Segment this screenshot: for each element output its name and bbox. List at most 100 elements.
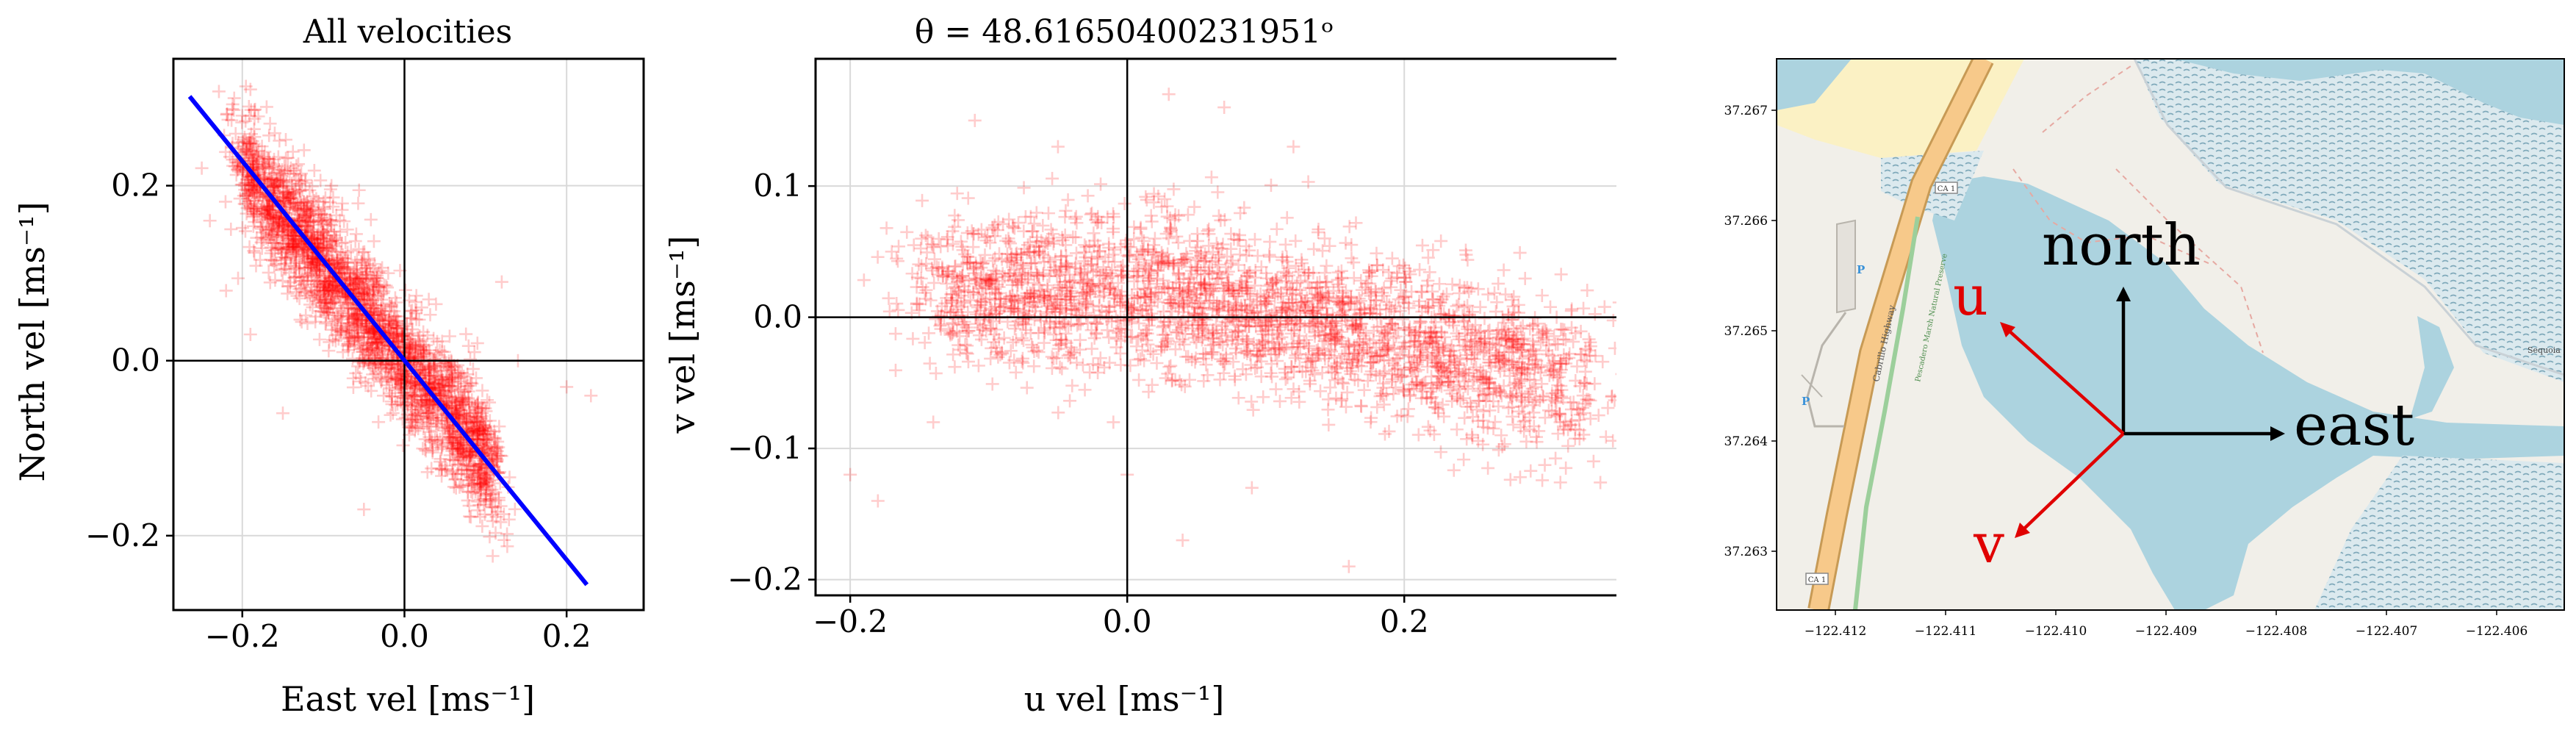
data-point — [304, 260, 318, 274]
data-point — [307, 229, 321, 243]
data-point — [342, 266, 356, 280]
data-point — [494, 275, 508, 289]
data-point — [308, 231, 322, 245]
data-point — [249, 157, 263, 171]
data-point — [351, 317, 365, 331]
data-point — [475, 519, 489, 533]
data-point — [248, 103, 262, 117]
data-point — [289, 173, 303, 187]
data-point — [270, 177, 284, 191]
data-point — [489, 455, 503, 469]
data-point — [325, 318, 339, 332]
data-point — [486, 451, 500, 465]
data-point — [446, 464, 460, 478]
data-point — [341, 245, 355, 259]
data-point — [476, 475, 490, 489]
data-point — [418, 432, 432, 446]
data-point — [389, 327, 403, 341]
data-point — [450, 427, 464, 441]
data-point — [292, 157, 306, 171]
data-point — [478, 466, 492, 480]
data-point — [1078, 383, 1092, 397]
data-point — [288, 237, 302, 251]
data-point — [323, 196, 337, 209]
y-axis-label: North vel [ms⁻¹] — [12, 201, 52, 481]
data-point — [374, 287, 388, 301]
data-point — [277, 194, 291, 208]
data-point — [266, 212, 280, 226]
data-point — [405, 419, 419, 433]
data-point — [391, 372, 405, 386]
data-point — [403, 379, 417, 393]
data-point — [236, 165, 250, 179]
data-point — [482, 438, 496, 452]
data-point — [444, 431, 458, 445]
data-point — [1083, 365, 1097, 379]
data-point — [1370, 246, 1384, 260]
data-point — [471, 503, 485, 517]
data-point — [292, 184, 306, 198]
data-point — [374, 308, 388, 322]
data-point — [289, 254, 303, 268]
data-point — [287, 270, 301, 284]
data-point — [247, 155, 261, 169]
data-point — [420, 329, 434, 343]
data-point — [436, 389, 450, 403]
data-point — [370, 330, 384, 344]
data-point — [282, 266, 296, 280]
data-point — [368, 345, 382, 359]
data-point — [286, 145, 300, 159]
data-point — [270, 165, 284, 179]
data-point — [409, 303, 423, 317]
data-point — [1046, 171, 1059, 185]
data-point — [443, 448, 457, 462]
data-point — [960, 345, 974, 359]
data-point — [406, 323, 420, 337]
data-point — [406, 375, 420, 389]
data-point — [1321, 403, 1335, 417]
data-point — [433, 365, 447, 379]
data-point — [276, 218, 289, 232]
data-point — [1478, 312, 1492, 326]
data-point — [466, 423, 480, 437]
data-point — [323, 302, 337, 316]
data-point — [445, 442, 459, 456]
data-point — [246, 219, 260, 233]
data-point — [265, 160, 279, 174]
data-point — [454, 444, 468, 458]
data-point — [289, 270, 303, 284]
data-point — [488, 501, 502, 514]
data-point — [471, 428, 485, 442]
data-point — [367, 301, 381, 315]
data-point — [460, 410, 474, 424]
data-point — [325, 292, 339, 306]
data-point — [325, 254, 339, 268]
data-point — [262, 152, 276, 166]
data-point — [486, 514, 500, 528]
data-point — [1342, 220, 1356, 234]
data-point — [262, 203, 276, 217]
data-point — [239, 114, 253, 128]
data-point — [472, 458, 486, 472]
data-point — [301, 245, 315, 259]
data-point — [421, 409, 435, 423]
data-point — [237, 130, 251, 144]
data-point — [245, 179, 259, 193]
data-point — [410, 390, 424, 404]
data-point — [278, 193, 292, 207]
data-point — [355, 256, 369, 270]
data-point — [301, 215, 315, 229]
data-point — [478, 441, 492, 455]
data-point — [1458, 411, 1472, 425]
data-point — [403, 336, 417, 350]
data-point — [1181, 208, 1195, 222]
data-point — [337, 262, 350, 276]
data-point — [301, 289, 314, 303]
data-point — [341, 255, 355, 269]
data-point — [479, 487, 493, 501]
data-point — [470, 480, 484, 494]
data-point — [372, 312, 386, 326]
data-point — [391, 334, 405, 348]
data-point — [481, 475, 494, 489]
data-point — [471, 395, 485, 409]
